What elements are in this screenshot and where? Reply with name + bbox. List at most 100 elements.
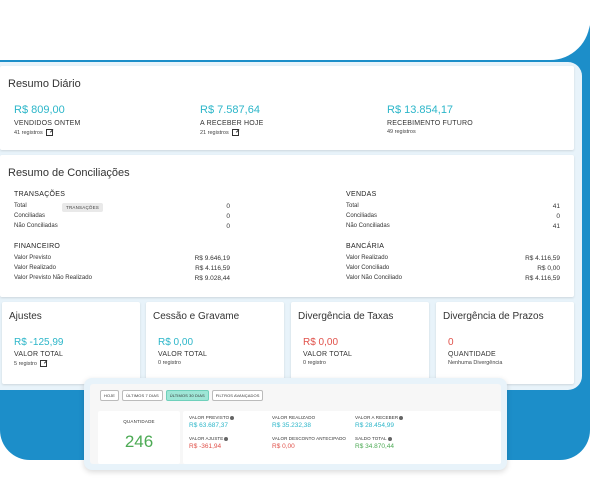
external-link-icon[interactable]: [39, 360, 47, 367]
table-row: Total 0: [14, 201, 230, 211]
info-icon[interactable]: [399, 415, 404, 420]
row-value: R$ 0,00: [537, 264, 560, 272]
table-row: Não Conciliadas 0: [14, 221, 230, 231]
card-sub: 0 registro: [146, 358, 284, 366]
a-receber-hoje-count: 21 registros: [200, 129, 229, 136]
row-value: R$ 9.646,19: [194, 254, 230, 262]
row-label: Total: [14, 203, 27, 209]
a-receber-hoje-value: R$ 7.587,64: [200, 104, 260, 116]
a-receber-hoje-registros: 21 registros: [200, 129, 263, 136]
chip-hoje[interactable]: HOJE: [100, 390, 120, 401]
bancaria-group: BANCÁRIA Valor Realizado R$ 4.116,59 Valo…: [346, 243, 560, 283]
table-row: Conciliadas 0: [346, 211, 560, 221]
table-row: Valor Conciliado R$ 0,00: [346, 263, 560, 273]
a-receber-hoje-label: A RECEBER HOJE: [200, 120, 264, 127]
valor-desconto-antecipado-value: R$ 0,00: [272, 443, 295, 450]
chip-filtros-avancados[interactable]: FILTROS AVANÇADOS: [211, 390, 264, 401]
recebimento-futuro-value: R$ 13.854,17: [387, 104, 454, 116]
table-row: Valor Realizado R$ 4.116,59: [14, 263, 230, 273]
table-row: Total 41: [346, 201, 560, 211]
valor-previsto-value: R$ 63.687,37: [189, 422, 229, 429]
row-value: 41: [552, 222, 560, 230]
period-summary-popup: HOJE ÚLTIMOS 7 DIAS ÚLTIMOS 30 DIAS FILT…: [84, 378, 507, 470]
card-count: 0 registro: [158, 360, 181, 366]
valor-realizado-label: VALOR REALIZADO: [272, 415, 316, 420]
row-value: 0: [226, 222, 230, 230]
valor-ajuste-label: VALOR AJUSTE: [189, 436, 224, 441]
row-value: 0: [226, 212, 230, 220]
a-receber-hoje-block: R$ 7.587,64 A RECEBER HOJE 21 registros: [200, 104, 263, 136]
saldo-total-label: SALDO TOTAL: [355, 436, 387, 441]
valor-ajuste-cell: VALOR AJUSTE R$ -361,94: [189, 436, 229, 450]
card-count: 5 registro: [14, 360, 37, 367]
chip-ultimos-7-dias[interactable]: ÚLTIMOS 7 DIAS: [122, 390, 163, 401]
transacoes-title: TRANSAÇÕES: [14, 191, 66, 198]
row-value: 0: [226, 202, 230, 210]
bancaria-title: BANCÁRIA: [346, 243, 385, 250]
row-label: Total: [346, 203, 359, 209]
info-icon[interactable]: [224, 436, 229, 441]
valor-a-receber-value: R$ 28.454,99: [355, 422, 395, 429]
vendas-title: VENDAS: [346, 191, 377, 198]
row-value: R$ 9.028,44: [194, 274, 230, 282]
chip-ultimos-30-dias[interactable]: ÚLTIMOS 30 DIAS: [165, 390, 209, 401]
transacoes-group: TRANSAÇÕES Total 0 Conciliadas 0 Não Conci…: [14, 191, 230, 231]
external-link-icon[interactable]: [45, 129, 53, 136]
recebimento-futuro-block: R$ 13.854,17 RECEBIMENTO FUTURO 49 regis…: [387, 104, 473, 135]
resumo-conciliacoes-title: Resumo de Conciliações: [8, 167, 130, 179]
saldo-total-value: R$ 34.870,44: [355, 443, 395, 450]
external-link-icon[interactable]: [231, 129, 239, 136]
transacoes-tooltip: TRANSAÇÕES: [62, 203, 104, 212]
resumo-diario-panel: Resumo Diário R$ 809,00 VENDIDOS ONTEM 4…: [0, 66, 574, 150]
valor-previsto-label: VALOR PREVISTO: [189, 415, 230, 420]
recebimento-futuro-count: 49 registros: [387, 129, 416, 135]
row-label: Valor Não Conciliado: [346, 275, 402, 281]
info-icon[interactable]: [387, 436, 392, 441]
period-filter-chips: HOJE ÚLTIMOS 7 DIAS ÚLTIMOS 30 DIAS FILT…: [100, 390, 264, 401]
valor-ajuste-value: R$ -361,94: [189, 443, 222, 450]
row-label: Não Conciliadas: [14, 223, 58, 229]
card-label: VALOR TOTAL: [14, 351, 64, 358]
valor-a-receber-label: VALOR A RECEBER: [355, 415, 399, 420]
table-row: Conciliadas 0: [14, 211, 230, 221]
cessao-gravame-card[interactable]: Cessão e Gravame R$ 0,00 VALOR TOTAL 0 r…: [146, 302, 284, 384]
card-value: 0: [448, 337, 454, 348]
divergencia-taxas-card[interactable]: Divergência de Taxas R$ 0,00 VALOR TOTAL…: [291, 302, 429, 384]
valores-box: VALOR PREVISTO R$ 63.687,37 VALOR REALIZ…: [183, 411, 501, 464]
valor-desconto-antecipado-label: VALOR DESCONTO ANTECIPADO: [272, 436, 347, 441]
popup-inner: HOJE ÚLTIMOS 7 DIAS ÚLTIMOS 30 DIAS FILT…: [90, 384, 501, 464]
card-title: Divergência de Taxas: [298, 311, 394, 322]
table-row: Valor Realizado R$ 4.116,59: [346, 253, 560, 263]
financeiro-group: FINANCEIRO Valor Previsto R$ 9.646,19 Val…: [14, 243, 230, 283]
card-sub: Nenhuma Divergência: [436, 358, 574, 366]
info-icon[interactable]: [230, 415, 235, 420]
vendidos-ontem-label: VENDIDOS ONTEM: [14, 120, 81, 127]
card-title: Cessão e Gravame: [153, 311, 240, 322]
valor-a-receber-cell: VALOR A RECEBER R$ 28.454,99: [355, 415, 404, 429]
row-value: 0: [556, 212, 560, 220]
card-sub: 5 registro: [2, 358, 140, 367]
row-value: R$ 4.116,59: [525, 274, 560, 282]
card-label: VALOR TOTAL: [158, 351, 208, 358]
card-title: Divergência de Prazos: [443, 311, 544, 322]
table-row: Valor Previsto Não Realizado R$ 9.028,44: [14, 273, 230, 283]
valor-realizado-value: R$ 35.232,38: [272, 422, 312, 429]
divergencia-prazos-card[interactable]: Divergência de Prazos 0 QUANTIDADE Nenhu…: [436, 302, 574, 384]
recebimento-futuro-label: RECEBIMENTO FUTURO: [387, 120, 473, 127]
table-row: Valor Não Conciliado R$ 4.116,59: [346, 273, 560, 283]
row-value: R$ 4.116,59: [525, 254, 560, 262]
quantidade-label: QUANTIDADE: [123, 419, 155, 424]
vendas-group: VENDAS Total 41 Conciliadas 0 Não Concilia…: [346, 191, 560, 231]
row-label: Valor Previsto: [14, 255, 51, 261]
row-label: Conciliadas: [14, 213, 46, 219]
ajustes-card[interactable]: Ajustes R$ -125,99 VALOR TOTAL 5 registr…: [2, 302, 140, 384]
card-count: Nenhuma Divergência: [448, 360, 503, 366]
resumo-conciliacoes-panel: Resumo de Conciliações TRANSAÇÕES Total 0…: [0, 155, 574, 297]
card-value: R$ 0,00: [303, 337, 339, 348]
card-value: R$ -125,99: [14, 337, 64, 348]
card-count: 0 registro: [303, 360, 326, 366]
valor-realizado-cell: VALOR REALIZADO R$ 35.232,38: [272, 415, 315, 429]
row-label: Conciliadas: [346, 213, 378, 219]
vendidos-ontem-registros: 41 registros: [14, 129, 81, 136]
